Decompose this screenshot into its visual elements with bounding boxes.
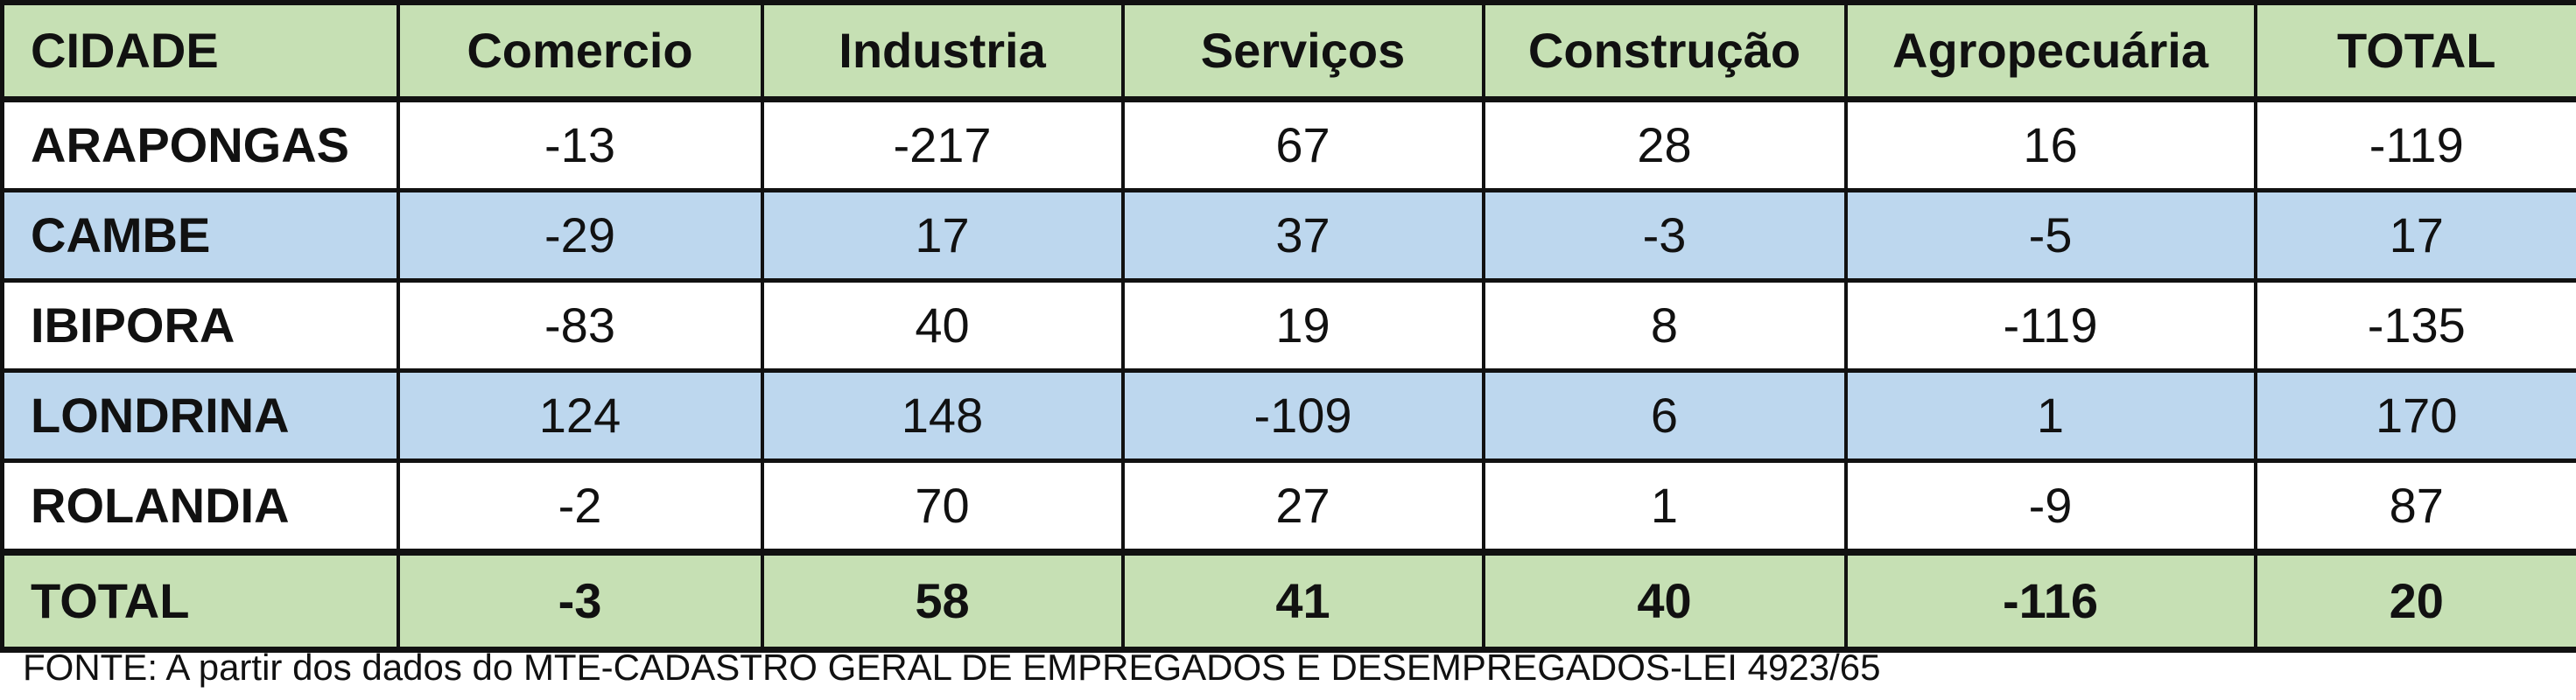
header-cell-cidade: CIDADE xyxy=(0,0,400,102)
header-row: CIDADE Comercio Industria Serviços Const… xyxy=(0,0,2576,102)
value-cell-agropecuaria: -9 xyxy=(1843,459,2257,555)
table-body: ARAPONGAS -13 -217 67 28 16 -119 CAMBE -… xyxy=(0,98,2576,555)
value-cell-construcao: 8 xyxy=(1481,279,1848,373)
value-cell-comercio: -83 xyxy=(396,279,764,373)
header-cell-industria: Industria xyxy=(760,0,1125,102)
value-cell-servicos: 19 xyxy=(1120,279,1485,373)
value-cell-total: -119 xyxy=(2253,98,2576,192)
value-cell-servicos: -109 xyxy=(1120,369,1485,463)
table-footer: TOTAL -3 58 41 40 -116 20 xyxy=(0,549,2576,653)
header-cell-construcao: Construção xyxy=(1481,0,1848,102)
value-cell-servicos: 67 xyxy=(1120,98,1485,192)
city-name-cell: IBIPORA xyxy=(0,279,400,373)
value-cell-comercio: -2 xyxy=(396,459,764,555)
value-cell-comercio: 124 xyxy=(396,369,764,463)
header-cell-servicos: Serviços xyxy=(1120,0,1485,102)
employment-table: CIDADE Comercio Industria Serviços Const… xyxy=(0,0,2576,653)
total-cell-industria: 58 xyxy=(760,549,1125,653)
total-cell-total: 20 xyxy=(2253,549,2576,653)
value-cell-total: -135 xyxy=(2253,279,2576,373)
value-cell-agropecuaria: -119 xyxy=(1843,279,2257,373)
value-cell-industria: 17 xyxy=(760,189,1125,283)
total-cell-agropecuaria: -116 xyxy=(1843,549,2257,653)
city-name-cell: ROLANDIA xyxy=(0,459,400,555)
value-cell-industria: 40 xyxy=(760,279,1125,373)
table-header: CIDADE Comercio Industria Serviços Const… xyxy=(0,0,2576,102)
total-label-cell: TOTAL xyxy=(0,549,400,653)
source-note: FONTE: A partir dos dados do MTE-CADASTR… xyxy=(23,647,1881,688)
value-cell-construcao: -3 xyxy=(1481,189,1848,283)
value-cell-industria: 70 xyxy=(760,459,1125,555)
value-cell-total: 17 xyxy=(2253,189,2576,283)
table-row-ibipora: IBIPORA -83 40 19 8 -119 -135 xyxy=(0,279,2576,373)
header-cell-total: TOTAL xyxy=(2253,0,2576,102)
table-row-rolandia: ROLANDIA -2 70 27 1 -9 87 xyxy=(0,459,2576,555)
total-cell-construcao: 40 xyxy=(1481,549,1848,653)
value-cell-construcao: 6 xyxy=(1481,369,1848,463)
city-name-cell: CAMBE xyxy=(0,189,400,283)
value-cell-comercio: -13 xyxy=(396,98,764,192)
value-cell-agropecuaria: -5 xyxy=(1843,189,2257,283)
value-cell-industria: 148 xyxy=(760,369,1125,463)
total-cell-servicos: 41 xyxy=(1120,549,1485,653)
employment-table-container: CIDADE Comercio Industria Serviços Const… xyxy=(0,0,2576,653)
city-name-cell: ARAPONGAS xyxy=(0,98,400,192)
value-cell-construcao: 28 xyxy=(1481,98,1848,192)
header-cell-agropecuaria: Agropecuária xyxy=(1843,0,2257,102)
value-cell-construcao: 1 xyxy=(1481,459,1848,555)
value-cell-comercio: -29 xyxy=(396,189,764,283)
value-cell-agropecuaria: 16 xyxy=(1843,98,2257,192)
value-cell-servicos: 37 xyxy=(1120,189,1485,283)
value-cell-agropecuaria: 1 xyxy=(1843,369,2257,463)
table-row-londrina: LONDRINA 124 148 -109 6 1 170 xyxy=(0,369,2576,463)
total-row: TOTAL -3 58 41 40 -116 20 xyxy=(0,549,2576,653)
city-name-cell: LONDRINA xyxy=(0,369,400,463)
table-row-cambe: CAMBE -29 17 37 -3 -5 17 xyxy=(0,189,2576,283)
value-cell-total: 170 xyxy=(2253,369,2576,463)
total-cell-comercio: -3 xyxy=(396,549,764,653)
header-cell-comercio: Comercio xyxy=(396,0,764,102)
table-row-arapongas: ARAPONGAS -13 -217 67 28 16 -119 xyxy=(0,98,2576,192)
value-cell-servicos: 27 xyxy=(1120,459,1485,555)
value-cell-total: 87 xyxy=(2253,459,2576,555)
value-cell-industria: -217 xyxy=(760,98,1125,192)
